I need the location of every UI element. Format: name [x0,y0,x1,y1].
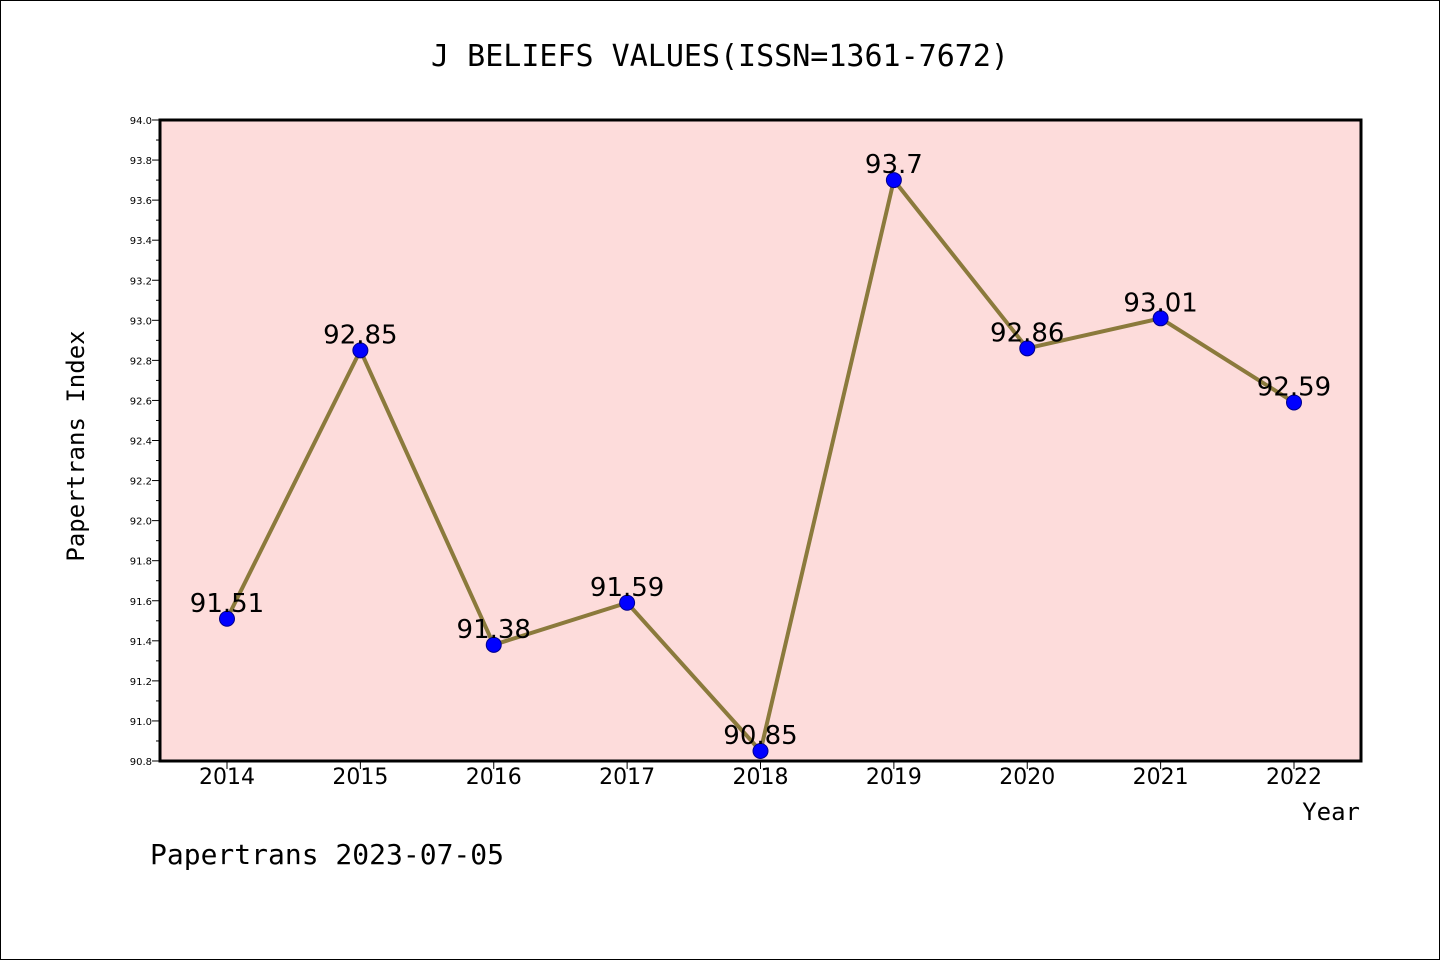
y-tick-label: 91.2 [130,677,152,688]
y-tick-label: 92.8 [130,356,152,367]
data-label: 91.38 [457,615,531,645]
x-tick-label: 2016 [466,765,522,790]
data-point [885,172,902,189]
x-tick-label: 2020 [999,765,1055,790]
y-tick-label: 91.6 [130,597,152,608]
data-point [485,636,502,653]
y-tick-label: 93.0 [130,316,152,327]
y-tick-label: 93.8 [130,156,152,167]
plot-area [158,118,1363,763]
data-point [1286,394,1302,411]
data-label: 92.86 [990,318,1064,348]
data-label: 92.59 [1257,372,1331,402]
y-tick-label: 91.4 [130,637,152,648]
y-axis: 90.8 91.0 91.2 91.4 91.6 91.8 92.0 92.2 92.4 92.6… [130,116,160,768]
y-tick-label: 92.0 [130,517,152,528]
series [219,172,1302,759]
data-point [219,610,235,627]
chart-title: J BELIEFS VALUES(ISSN=1361-7672) [431,39,1009,74]
y-tick-label: 91.8 [130,557,152,568]
y-axis-label: Papertrans Index [62,330,90,561]
y-tick-label: 92.2 [130,477,152,488]
x-tick-label: 2021 [1133,765,1189,790]
x-tick-label: 2022 [1266,765,1322,790]
y-tick-label: 92.6 [130,396,152,407]
data-point [352,342,369,359]
x-tick-label: 2014 [199,765,255,790]
data-label: 93.7 [865,150,923,180]
y-tick-label: 90.8 [130,757,152,768]
data-label: 92.85 [323,320,397,350]
x-tick-label: 2019 [866,765,922,790]
x-tick-label: 2017 [599,765,655,790]
x-tick-label: 2018 [733,765,789,790]
data-label: 91.59 [590,573,664,603]
y-tick-label: 93.2 [130,276,152,287]
x-axis-label: Year [1302,798,1360,826]
data-point [619,594,636,611]
y-tick-label: 93.6 [130,196,152,207]
footer-text: Papertrans 2023-07-05 [150,838,504,871]
data-point [1019,340,1036,357]
data-label: 91.51 [190,589,264,619]
data-labels: 91.51 92.85 91.38 91.59 90.85 93.7 92.86 93.01 9… [190,150,1331,751]
x-tick-label: 2015 [332,765,388,790]
data-point [1152,310,1169,327]
x-axis: 2014 2015 2016 2017 2018 2019 2020 2021 2022 [199,761,1322,790]
data-point [752,742,769,759]
y-tick-label: 94.0 [130,116,152,127]
data-label: 93.01 [1123,288,1197,318]
y-tick-label: 92.4 [130,437,152,448]
data-label: 90.85 [723,721,797,751]
y-tick-label: 93.4 [130,236,152,247]
y-tick-label: 91.0 [130,717,152,728]
